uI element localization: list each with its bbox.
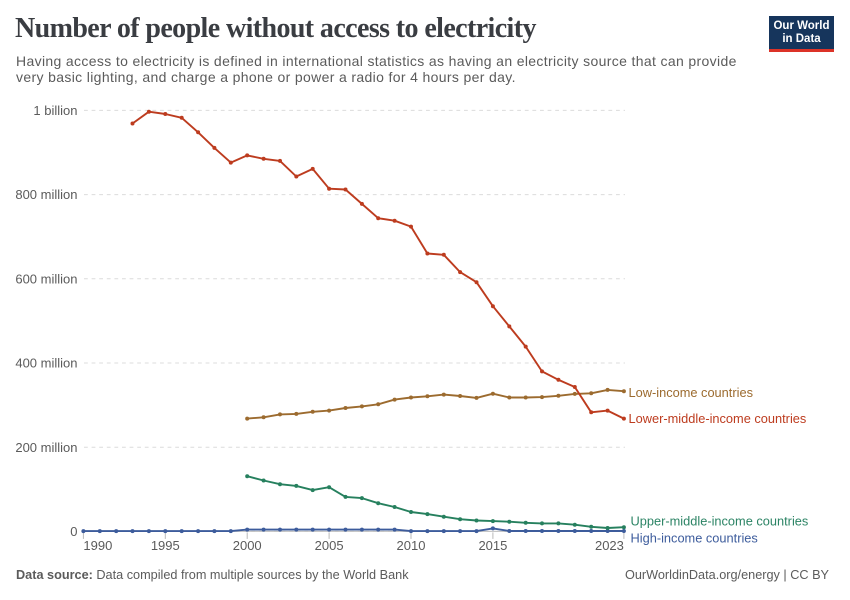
svg-text:Low-income countries: Low-income countries: [629, 385, 753, 400]
svg-text:1 billion: 1 billion: [33, 103, 77, 118]
svg-text:600 million: 600 million: [15, 271, 77, 286]
svg-text:0: 0: [70, 524, 77, 539]
svg-text:1990: 1990: [83, 538, 112, 553]
svg-text:High-income countries: High-income countries: [631, 531, 758, 546]
svg-text:1995: 1995: [151, 538, 180, 553]
svg-text:2015: 2015: [478, 538, 507, 553]
svg-text:Upper-middle-income countries: Upper-middle-income countries: [631, 513, 809, 528]
svg-text:2023: 2023: [595, 538, 624, 553]
svg-text:Lower-middle-income countries: Lower-middle-income countries: [629, 411, 807, 426]
svg-text:2010: 2010: [397, 538, 426, 553]
svg-text:400 million: 400 million: [15, 356, 77, 371]
svg-text:800 million: 800 million: [15, 187, 77, 202]
svg-text:2005: 2005: [315, 538, 344, 553]
svg-text:200 million: 200 million: [15, 440, 77, 455]
svg-text:2000: 2000: [233, 538, 262, 553]
